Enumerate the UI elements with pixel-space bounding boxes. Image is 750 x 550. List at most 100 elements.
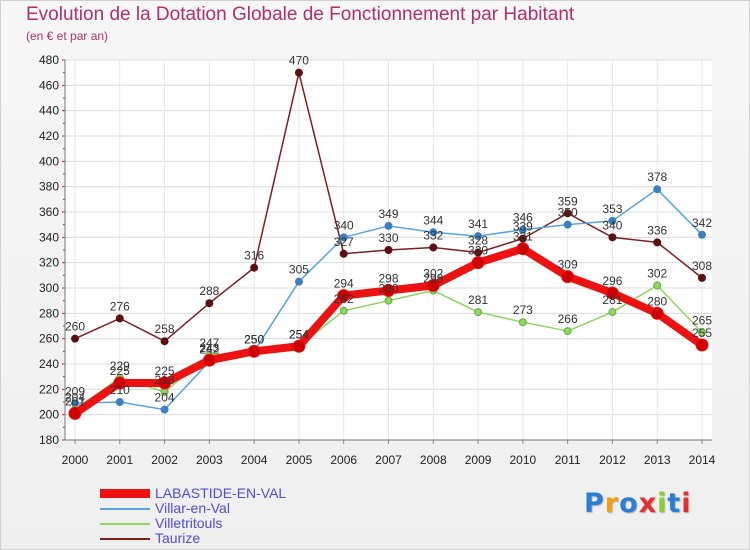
x-tick-label: 2007 [375, 453, 402, 467]
data-point-labastide-en-val [516, 242, 530, 256]
data-label-villetritouls: 282 [334, 292, 354, 306]
x-tick-label: 2000 [62, 453, 89, 467]
data-point-labastide-en-val [247, 344, 261, 358]
data-label-taurize: 327 [334, 235, 354, 249]
data-label-labastide-en-val: 243 [199, 341, 219, 355]
data-label-villar-en-val: 242 [199, 342, 219, 356]
data-label-villar-en-val: 344 [423, 213, 443, 227]
data-label-villetritouls: 265 [692, 313, 712, 327]
legend-swatch [100, 489, 150, 498]
data-point-taurize [474, 248, 483, 257]
data-labels: 260 276 258 288 316 470 327 330 332 328 339 359 340 3… [65, 54, 712, 409]
data-label-taurize: 470 [289, 54, 309, 68]
data-point-taurize [518, 234, 527, 243]
data-label-villetritouls: 254 [289, 327, 309, 341]
data-point-labastide-en-val [68, 406, 82, 420]
data-point-labastide-en-val [292, 339, 306, 353]
data-label-taurize: 330 [378, 231, 398, 245]
data-label-labastide-en-val: 280 [647, 294, 667, 308]
series-layer [68, 68, 709, 420]
data-label-labastide-en-val: 298 [378, 272, 398, 286]
data-label-labastide-en-val: 250 [244, 332, 264, 346]
data-point-labastide-en-val [382, 284, 395, 298]
x-tick-label: 2008 [420, 453, 447, 467]
y-tick-label: 320 [39, 256, 59, 270]
y-tick-label: 480 [39, 53, 59, 67]
data-point-villar-en-val [384, 221, 393, 230]
y-tick-label: 280 [39, 306, 59, 320]
y-tick-label: 360 [39, 205, 59, 219]
data-point-villar-en-val [115, 398, 124, 406]
chart-subtitle: (en € et par an) [26, 29, 109, 43]
x-tick-label: 2004 [241, 453, 268, 467]
data-label-villetritouls: 281 [468, 293, 488, 307]
data-point-labastide-en-val [426, 278, 440, 292]
data-label-labastide-en-val: 225 [110, 364, 130, 378]
data-point-taurize [160, 337, 169, 346]
data-point-labastide-en-val [650, 306, 664, 320]
data-label-taurize: 258 [155, 322, 175, 336]
data-label-labastide-en-val: 296 [602, 274, 622, 288]
data-point-taurize [250, 263, 259, 272]
data-label-taurize: 288 [199, 284, 219, 298]
data-label-villetritouls: 298 [423, 272, 443, 286]
data-label-taurize: 339 [513, 220, 533, 234]
x-tick-label: 2009 [465, 453, 492, 467]
x-tick-label: 2003 [196, 453, 223, 467]
data-label-taurize: 332 [423, 228, 443, 242]
x-tick-label: 2012 [599, 453, 626, 467]
logo-letter: r [604, 488, 620, 519]
x-tick-label: 2014 [689, 453, 716, 467]
data-label-villar-en-val: 346 [513, 211, 533, 225]
data-label-labastide-en-val: 294 [334, 277, 354, 291]
data-point-villar-en-val [160, 405, 169, 414]
data-point-villetritouls [518, 318, 527, 327]
data-label-villetritouls: 302 [647, 266, 667, 280]
data-point-taurize [205, 299, 214, 308]
data-label-labastide-en-val: 254 [289, 327, 309, 341]
y-tick-label: 300 [39, 281, 59, 295]
data-label-labastide-en-val: 309 [558, 258, 578, 272]
legend-swatch [100, 508, 150, 510]
legend-label: Villetritouls [155, 515, 223, 531]
logo-letter: t [667, 488, 682, 519]
data-point-villar-en-val [563, 220, 572, 229]
data-point-villar-en-val [294, 277, 303, 286]
data-point-villetritouls [339, 306, 348, 315]
data-point-taurize [71, 334, 79, 343]
data-point-villar-en-val [474, 232, 483, 241]
data-label-villar-en-val: 204 [155, 391, 175, 405]
y-tick-label: 240 [39, 357, 59, 371]
legend-swatch [100, 523, 150, 525]
data-label-taurize: 316 [244, 249, 264, 263]
data-point-taurize [698, 273, 706, 282]
data-label-taurize: 340 [602, 218, 622, 232]
x-tick-label: 2013 [644, 453, 671, 467]
data-point-labastide-en-val [337, 289, 351, 303]
data-label-taurize: 328 [468, 234, 488, 248]
data-point-villar-en-val [608, 216, 617, 225]
data-point-taurize [608, 233, 617, 242]
data-label-labastide-en-val: 320 [468, 244, 488, 258]
legend-label: LABASTIDE-EN-VAL [155, 485, 287, 501]
data-point-villetritouls [653, 281, 662, 290]
data-label-villar-en-val: 210 [110, 383, 130, 397]
data-label-villar-en-val: 350 [558, 206, 578, 220]
data-point-villar-en-val [429, 228, 438, 237]
legend-label: Taurize [155, 530, 201, 546]
data-point-labastide-en-val [471, 256, 485, 270]
y-tick-label: 420 [39, 129, 59, 143]
x-tick-label: 2011 [555, 453, 581, 467]
data-point-villar-en-val [518, 225, 527, 234]
data-label-villar-en-val: 342 [692, 216, 712, 230]
legend-label: Villar-en-Val [155, 500, 230, 516]
data-label-villar-en-val: 353 [602, 202, 622, 216]
data-label-taurize: 276 [110, 299, 130, 313]
data-point-villar-en-val [698, 230, 706, 239]
y-tick-label: 200 [39, 408, 59, 422]
data-label-villetritouls: 229 [110, 359, 130, 373]
data-label-villetritouls: 281 [602, 293, 622, 307]
data-point-villar-en-val [653, 185, 662, 194]
data-point-labastide-en-val [202, 353, 216, 367]
